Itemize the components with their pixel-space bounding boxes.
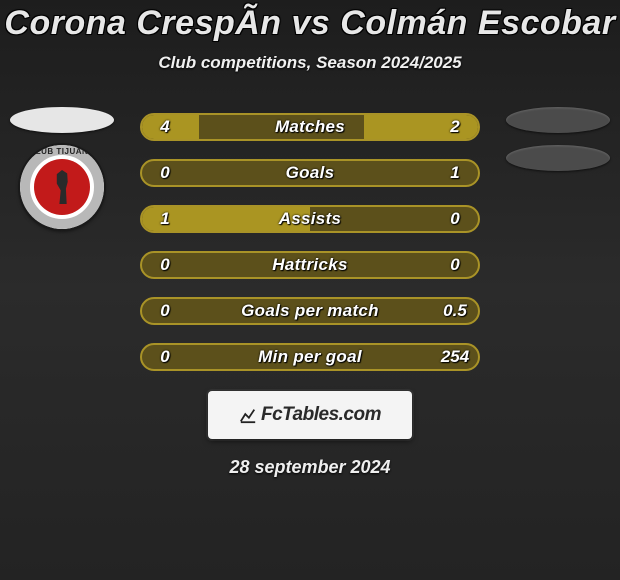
club-badge: CLUB TIJUANA bbox=[20, 145, 104, 229]
stat-value-left: 0 bbox=[142, 301, 188, 321]
stat-row: 0Hattricks0 bbox=[140, 251, 480, 279]
club-placeholder-icon bbox=[506, 145, 610, 171]
flag-icon bbox=[506, 107, 610, 133]
comparison-card: Corona CrespÃ­n vs Colmán Escobar Club c… bbox=[0, 0, 620, 478]
stat-value-right: 1 bbox=[432, 163, 478, 183]
stat-label: Goals per match bbox=[188, 301, 432, 321]
stat-value-left: 0 bbox=[142, 347, 188, 367]
snapshot-date: 28 september 2024 bbox=[0, 457, 620, 478]
flag-icon bbox=[10, 107, 114, 133]
stat-value-right: 0.5 bbox=[432, 301, 478, 321]
stat-value-left: 1 bbox=[142, 209, 188, 229]
fctables-icon bbox=[239, 406, 257, 424]
stat-label: Hattricks bbox=[188, 255, 432, 275]
subtitle: Club competitions, Season 2024/2025 bbox=[0, 53, 620, 73]
stat-value-right: 2 bbox=[432, 117, 478, 137]
player-right-column bbox=[498, 107, 618, 171]
stat-label: Matches bbox=[188, 117, 432, 137]
player-left-column: CLUB TIJUANA bbox=[2, 107, 122, 229]
stat-label: Goals bbox=[188, 163, 432, 183]
stat-value-left: 0 bbox=[142, 163, 188, 183]
stat-bars: 4Matches20Goals11Assists00Hattricks00Goa… bbox=[140, 113, 480, 371]
content-area: CLUB TIJUANA 4Matches20Goals11Assists00H… bbox=[0, 113, 620, 371]
stat-row: 0Min per goal254 bbox=[140, 343, 480, 371]
stat-row: 0Goals1 bbox=[140, 159, 480, 187]
source-logo: FcTables.com bbox=[208, 391, 412, 439]
stat-value-right: 254 bbox=[432, 347, 478, 367]
stat-value-left: 4 bbox=[142, 117, 188, 137]
stat-row: 4Matches2 bbox=[140, 113, 480, 141]
stat-label: Min per goal bbox=[188, 347, 432, 367]
stat-value-right: 0 bbox=[432, 255, 478, 275]
club-badge-label: CLUB TIJUANA bbox=[20, 147, 104, 156]
stat-value-left: 0 bbox=[142, 255, 188, 275]
stat-row: 0Goals per match0.5 bbox=[140, 297, 480, 325]
source-name: FcTables.com bbox=[261, 404, 381, 426]
stat-label: Assists bbox=[188, 209, 432, 229]
xolo-icon bbox=[49, 170, 75, 204]
stat-row: 1Assists0 bbox=[140, 205, 480, 233]
page-title: Corona CrespÃ­n vs Colmán Escobar bbox=[0, 4, 620, 43]
stat-value-right: 0 bbox=[432, 209, 478, 229]
